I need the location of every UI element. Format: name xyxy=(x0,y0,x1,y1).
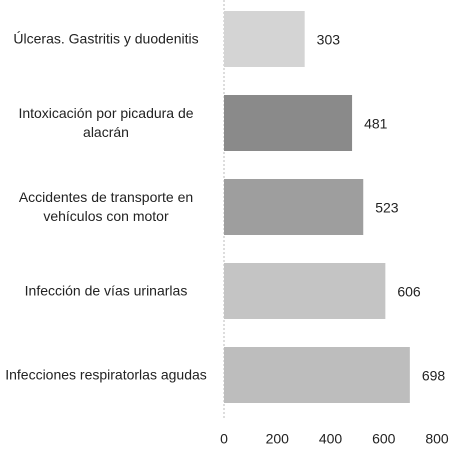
category-label: Infecciones respiratorlas agudas xyxy=(5,366,207,383)
bar xyxy=(224,347,410,403)
x-tick-label: 0 xyxy=(220,431,228,447)
x-tick-label: 800 xyxy=(425,431,449,447)
category-label: Úlceras. Gastritis y duodenitis xyxy=(13,30,199,47)
value-label: 698 xyxy=(422,368,446,384)
value-label: 606 xyxy=(397,284,421,300)
value-label: 481 xyxy=(364,116,388,132)
x-tick-label: 200 xyxy=(266,431,290,447)
bar xyxy=(224,179,364,235)
bar xyxy=(224,95,353,151)
bar xyxy=(224,263,386,319)
category-label: Accidentes de transporte en vehículos co… xyxy=(18,189,194,224)
category-label: Intoxicación por picadura de alacrán xyxy=(18,105,194,140)
value-label: 303 xyxy=(317,32,341,48)
value-label: 523 xyxy=(375,200,399,216)
category-label: Infección de vías urinarlas xyxy=(24,282,188,299)
x-tick-label: 600 xyxy=(372,431,396,447)
bar xyxy=(224,11,305,67)
x-tick-label: 400 xyxy=(319,431,343,447)
